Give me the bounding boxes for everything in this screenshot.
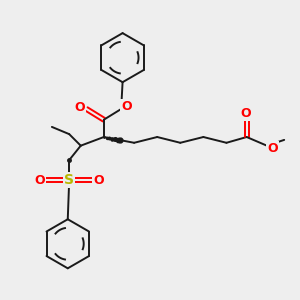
- Text: S: S: [64, 173, 74, 187]
- Text: O: O: [34, 174, 45, 187]
- Text: O: O: [121, 100, 132, 113]
- Text: O: O: [240, 107, 250, 120]
- Text: O: O: [93, 174, 104, 187]
- Text: O: O: [75, 101, 86, 114]
- Text: O: O: [267, 142, 278, 155]
